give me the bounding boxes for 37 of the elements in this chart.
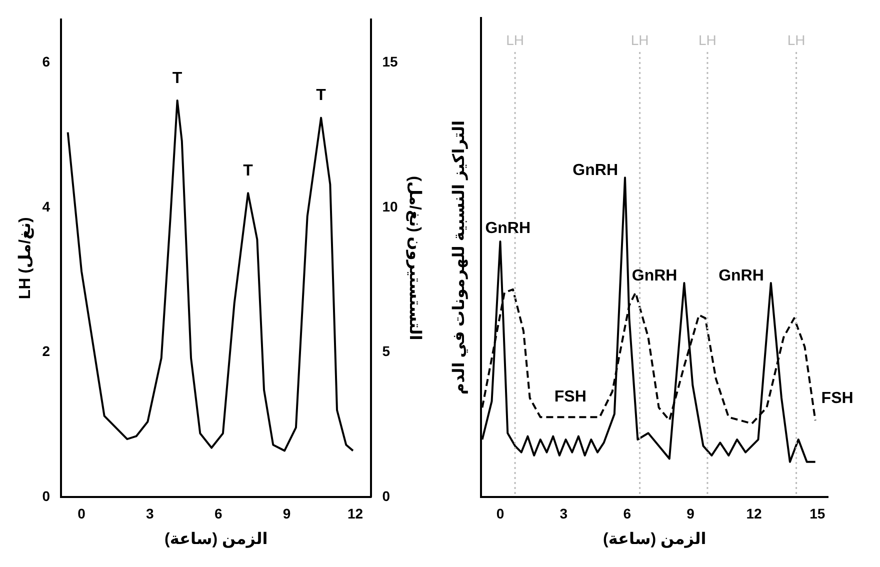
text: FSH — [554, 388, 586, 406]
x-tick-label: 6 — [214, 505, 222, 522]
text: GnRH — [718, 267, 764, 284]
x-tick-label: 0 — [78, 505, 86, 522]
text: GnRH — [572, 162, 618, 180]
y-tick-label: 2 — [42, 343, 50, 360]
x-axis-title: الزمن (ساعة) — [164, 530, 268, 548]
y-tick-label: 6 — [42, 54, 50, 70]
annotation: T — [172, 70, 182, 87]
y2-axis-title: التستستيرون (نغ/مل) — [406, 176, 423, 340]
annotation: T — [243, 162, 254, 180]
y-tick-label: 4 — [42, 198, 50, 214]
y2-tick-label: 15 — [382, 54, 398, 70]
series-label: FSH — [821, 390, 854, 407]
text: GnRH — [485, 220, 531, 237]
series-label: GnRH — [632, 267, 678, 284]
x-axis-title: الزمن (ساعة) — [602, 530, 706, 548]
x-tick-label: 12 — [746, 505, 762, 522]
y2-tick-label: 10 — [382, 198, 398, 214]
ref-line-label: LH — [698, 32, 716, 48]
x-tick-label: 3 — [146, 505, 154, 522]
x-tick-label: 15 — [810, 505, 826, 522]
y-tick-label: 0 — [42, 488, 50, 504]
y2-tick-label: 0 — [382, 488, 390, 504]
x-tick-label: 0 — [496, 505, 504, 522]
x-tick-label: 9 — [282, 505, 291, 522]
x-tick-label: 9 — [686, 505, 695, 522]
ref-line-label: LH — [787, 32, 806, 48]
y-axis-title: التراكيز النسبية للهرمونات في الدم — [451, 120, 468, 395]
ref-line-label: LH — [506, 32, 524, 48]
x-tick-label: 3 — [560, 505, 568, 522]
y-axis-title: LH (نغ/مل) — [17, 217, 34, 300]
x-tick-label: 6 — [623, 505, 632, 522]
x-tick-label: 12 — [347, 505, 364, 522]
ref-line-label: LH — [630, 32, 649, 48]
y2-tick-label: 5 — [382, 343, 390, 360]
annotation: T — [316, 87, 326, 104]
